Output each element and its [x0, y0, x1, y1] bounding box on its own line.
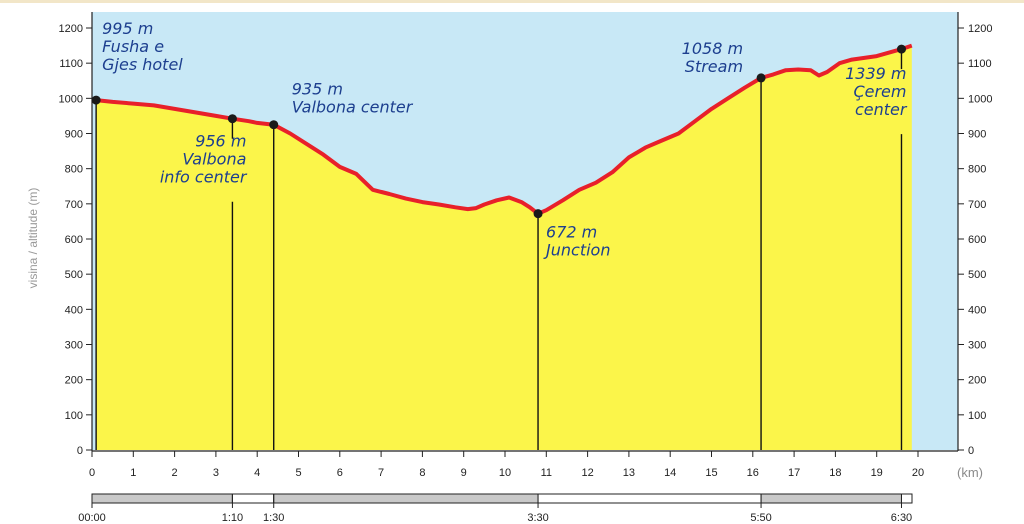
time-label: 5:50 [750, 512, 771, 524]
x-tick-label: 14 [664, 467, 676, 479]
y-tick-label-left: 800 [65, 164, 83, 176]
x-tick-label: 2 [172, 467, 178, 479]
y-tick-label-right: 600 [968, 234, 986, 246]
annotation-label: Valbona [182, 150, 246, 169]
markers [91, 44, 906, 219]
y-tick-label-right: 800 [968, 164, 986, 176]
x-tick-label: 7 [378, 467, 384, 479]
x-tick-label: 17 [788, 467, 800, 479]
y-tick-label-right: 300 [968, 340, 986, 352]
y-tick-label-right: 200 [968, 375, 986, 387]
y-tick-label-right: 400 [968, 304, 986, 316]
x-tick-label: 12 [581, 467, 593, 479]
time-bar-segment [273, 493, 539, 504]
annotation-label: Junction [543, 241, 610, 260]
y-tick-label-left: 1200 [59, 23, 83, 35]
annotation-label: Fusha e [102, 37, 164, 56]
y-tick-label-left: 900 [65, 129, 83, 141]
time-label: 1:30 [263, 512, 284, 524]
y-tick-label-left: 600 [65, 234, 83, 246]
x-tick-label: 16 [747, 467, 759, 479]
y-tick-label-left: 0 [77, 445, 83, 457]
time-label: 3:30 [527, 512, 548, 524]
annotation-label: 956 m [195, 132, 246, 151]
time-label: 1:10 [222, 512, 243, 524]
x-tick-label: 6 [337, 467, 343, 479]
x-tick-label: 4 [254, 467, 260, 479]
annotation-label: 935 m [292, 80, 343, 99]
time-label: 6:30 [891, 512, 912, 524]
y-tick-label-left: 200 [65, 375, 83, 387]
marker-dot [91, 95, 101, 105]
annotation-label: 995 m [102, 19, 153, 38]
marker-dot [533, 209, 543, 219]
annotation-label: 672 m [546, 223, 597, 242]
y-tick-label-right: 1200 [968, 23, 992, 35]
y-tick-label-left: 300 [65, 340, 83, 352]
y-tick-label-left: 1000 [59, 93, 83, 105]
y-tick-label-left: 700 [65, 199, 83, 211]
profile-line [95, 43, 913, 216]
marker-dot [896, 44, 906, 54]
annotation-label: info center [160, 168, 248, 187]
time-bar-segment [231, 493, 275, 504]
annotation-label: Gjes hotel [102, 55, 183, 74]
x-tick-label: 0 [89, 467, 95, 479]
x-tick-label: 18 [829, 467, 841, 479]
marker-dot [227, 114, 237, 124]
y-tick-label-left: 1100 [59, 58, 83, 70]
time-bar-segment [537, 493, 762, 504]
marker-lines [95, 49, 903, 450]
y-tick-label-right: 100 [968, 410, 986, 422]
time-bar-segment [91, 493, 233, 504]
y-tick-label-left: 100 [65, 410, 83, 422]
y-tick-label-left: 500 [65, 269, 83, 281]
annotation-label: 1058 m [682, 39, 743, 58]
y-tick-label-right: 900 [968, 129, 986, 141]
x-tick-label: 15 [705, 467, 717, 479]
marker-dot [269, 120, 279, 130]
x-tick-label: 13 [623, 467, 635, 479]
time-label: 00:00 [78, 512, 106, 524]
y-tick-label-right: 700 [968, 199, 986, 211]
annotation-label: center [855, 100, 908, 119]
x-axis-unit: (km) [957, 465, 983, 480]
marker-dot [756, 73, 766, 83]
x-tick-label: 3 [213, 467, 219, 479]
time-bar: 00:00 1:10 1:30 3:30 5:50 6:30 [78, 493, 913, 524]
x-tick-label: 8 [419, 467, 425, 479]
x-tick-label: 11 [541, 467, 552, 479]
annotation-label: Çerem [853, 82, 906, 101]
annotation-label: Valbona center [292, 98, 414, 117]
y-tick-label-right: 1100 [968, 58, 992, 70]
y-tick-label-left: 400 [65, 304, 83, 316]
x-tick-label: 5 [295, 467, 301, 479]
x-tick-label: 10 [499, 467, 511, 479]
x-tick-label: 20 [912, 467, 924, 479]
annotation-label: 1339 m [845, 64, 906, 83]
terrain-area [96, 45, 912, 450]
x-tick-label: 9 [461, 467, 467, 479]
y-tick-label-right: 0 [968, 445, 974, 457]
y-axis-label: visina / altitude (m) [26, 188, 40, 289]
x-tick-label: 19 [871, 467, 883, 479]
time-bar-segment [760, 493, 902, 504]
y-tick-label-right: 500 [968, 269, 986, 281]
x-tick-label: 1 [130, 467, 136, 479]
y-tick-label-right: 1000 [968, 93, 992, 105]
annotation-label: Stream [685, 57, 743, 76]
